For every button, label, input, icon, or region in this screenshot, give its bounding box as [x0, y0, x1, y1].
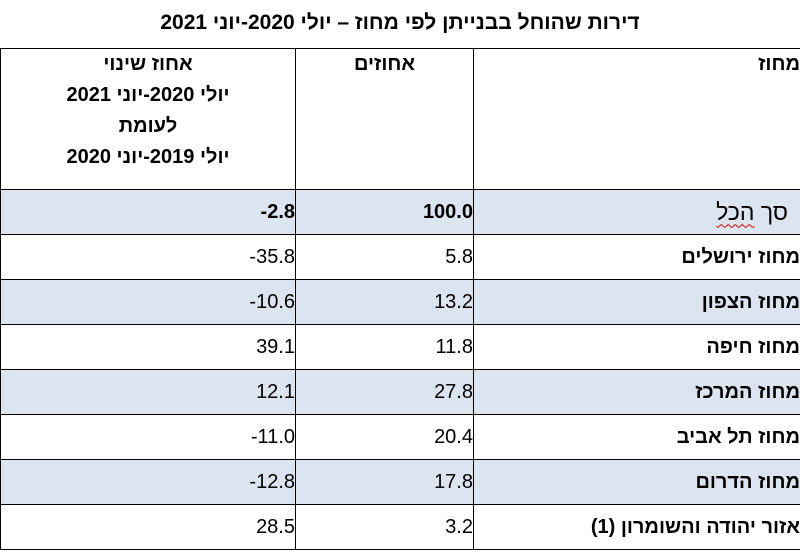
table-row: -11.0 20.4 מחוז תל אביב [0, 414, 800, 460]
table-row: -10.6 13.2 מחוז הצפון [0, 279, 800, 325]
cell-district: מחוז ירושלים [473, 234, 800, 280]
table-row-total: -2.8 100.0 סך הכל [0, 189, 800, 235]
table-row: -35.8 5.8 מחוז ירושלים [0, 234, 800, 280]
table-row: -12.8 17.8 מחוז הדרום [0, 459, 800, 505]
header-change-line-2: יולי 2020-יוני 2021 [66, 84, 230, 106]
cell-percent: 3.2 [295, 504, 474, 550]
district-data-table: אחוז שינוי יולי 2020-יוני 2021 לעומת יול… [0, 48, 800, 550]
header-change: אחוז שינוי יולי 2020-יוני 2021 לעומת יול… [0, 48, 296, 190]
cell-change: -2.8 [0, 189, 296, 235]
total-word-1: סך [760, 198, 788, 225]
cell-district: מחוז הדרום [473, 459, 800, 505]
cell-change: 12.1 [0, 369, 296, 415]
cell-change: -11.0 [0, 414, 296, 460]
cell-change: 28.5 [0, 504, 296, 550]
header-district: מחוז [473, 48, 800, 190]
total-word-2: הכל [716, 198, 755, 225]
cell-percent: 11.8 [295, 324, 474, 370]
cell-percent: 17.8 [295, 459, 474, 505]
table-row: 12.1 27.8 מחוז המרכז [0, 369, 800, 415]
cell-percent: 13.2 [295, 279, 474, 325]
cell-district: מחוז הצפון [473, 279, 800, 325]
header-change-line-4: יולי 2019-יוני 2020 [66, 146, 230, 168]
cell-district: מחוז המרכז [473, 369, 800, 415]
cell-change: -35.8 [0, 234, 296, 280]
cell-district: סך הכל [473, 189, 800, 235]
cell-district: אזור יהודה והשומרון (1) [473, 504, 800, 550]
cell-percent: 5.8 [295, 234, 474, 280]
table-row: 28.5 3.2 אזור יהודה והשומרון (1) [0, 504, 800, 550]
header-row: אחוז שינוי יולי 2020-יוני 2021 לעומת יול… [0, 48, 800, 190]
cell-percent: 100.0 [295, 189, 474, 235]
cell-district: מחוז תל אביב [473, 414, 800, 460]
cell-change: -12.8 [0, 459, 296, 505]
cell-district: מחוז חיפה [473, 324, 800, 370]
cell-change: -10.6 [0, 279, 296, 325]
header-percent: אחוזים [295, 48, 474, 190]
table-row: 39.1 11.8 מחוז חיפה [0, 324, 800, 370]
header-change-line-1: אחוז שינוי [103, 53, 193, 75]
table-title: דירות שהוחל בבנייתן לפי מחוז – יולי 2020… [160, 11, 640, 34]
header-change-line-3: לעומת [118, 115, 178, 137]
cell-change: 39.1 [0, 324, 296, 370]
cell-percent: 20.4 [295, 414, 474, 460]
cell-percent: 27.8 [295, 369, 474, 415]
